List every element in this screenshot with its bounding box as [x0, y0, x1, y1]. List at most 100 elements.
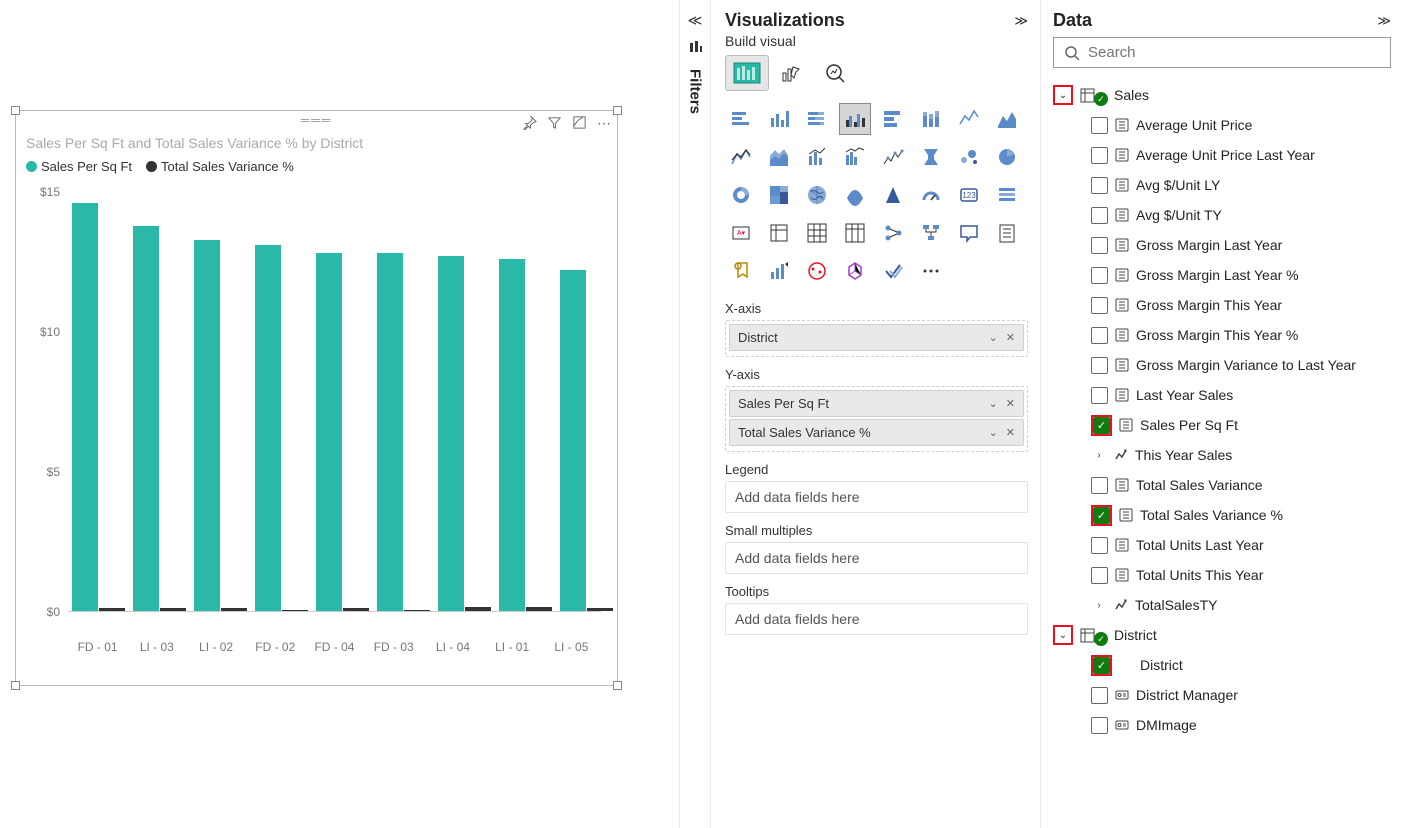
- bar-series1[interactable]: [255, 245, 281, 611]
- bar-series1[interactable]: [377, 253, 403, 611]
- resize-handle-bl[interactable]: [11, 681, 20, 690]
- well-yaxis[interactable]: Sales Per Sq Ft⌄✕Total Sales Variance %⌄…: [725, 386, 1028, 452]
- viz-type-icon[interactable]: [877, 103, 909, 135]
- field-checkbox[interactable]: [1091, 147, 1108, 164]
- viz-type-icon[interactable]: [801, 179, 833, 211]
- bar-group[interactable]: [68, 192, 129, 611]
- focus-icon[interactable]: [572, 115, 587, 132]
- field-row[interactable]: Gross Margin This Year: [1053, 290, 1391, 320]
- viz-type-icon[interactable]: [915, 103, 947, 135]
- field-row[interactable]: Avg $/Unit TY: [1053, 200, 1391, 230]
- viz-type-icon[interactable]: [763, 141, 795, 173]
- field-checkbox[interactable]: [1091, 687, 1108, 704]
- bar-group[interactable]: [129, 192, 190, 611]
- remove-icon[interactable]: ✕: [1006, 397, 1015, 410]
- field-row[interactable]: ✓ District: [1053, 650, 1391, 680]
- field-row[interactable]: › TotalSalesTY: [1053, 590, 1391, 620]
- bar-series2[interactable]: [160, 608, 186, 611]
- field-checkbox[interactable]: ✓: [1093, 507, 1110, 524]
- table-row[interactable]: ⌄ ✓ Sales: [1053, 80, 1391, 110]
- table-row[interactable]: ⌄ ✓ District: [1053, 620, 1391, 650]
- field-checkbox[interactable]: [1091, 357, 1108, 374]
- field-row[interactable]: Gross Margin Variance to Last Year: [1053, 350, 1391, 380]
- field-checkbox[interactable]: [1091, 537, 1108, 554]
- viz-type-icon[interactable]: [801, 141, 833, 173]
- bar-series1[interactable]: [133, 226, 159, 611]
- viz-type-icon[interactable]: [839, 141, 871, 173]
- viz-type-icon[interactable]: [763, 255, 795, 287]
- field-row[interactable]: Total Sales Variance: [1053, 470, 1391, 500]
- well-xaxis[interactable]: District⌄✕: [725, 320, 1028, 357]
- viz-type-icon[interactable]: [953, 103, 985, 135]
- field-checkbox[interactable]: [1091, 177, 1108, 194]
- viz-type-icon[interactable]: [915, 217, 947, 249]
- field-chip[interactable]: Total Sales Variance %⌄✕: [729, 419, 1024, 446]
- viz-type-icon[interactable]: [763, 179, 795, 211]
- bar-series1[interactable]: [560, 270, 586, 611]
- expand-icon[interactable]: ⌄: [1055, 87, 1071, 103]
- field-row[interactable]: ✓ Sales Per Sq Ft: [1053, 410, 1391, 440]
- viz-type-icon[interactable]: [915, 141, 947, 173]
- bar-series2[interactable]: [526, 607, 552, 611]
- field-row[interactable]: Total Units Last Year: [1053, 530, 1391, 560]
- collapse-right-icon[interactable]: ≫: [1014, 13, 1028, 29]
- viz-type-icon[interactable]: [877, 217, 909, 249]
- bar-series2[interactable]: [221, 608, 247, 611]
- expand-left-icon[interactable]: ≪: [688, 12, 703, 29]
- field-row[interactable]: Average Unit Price: [1053, 110, 1391, 140]
- chevron-down-icon[interactable]: ⌄: [989, 426, 998, 439]
- viz-type-icon[interactable]: [877, 179, 909, 211]
- viz-type-icon[interactable]: [877, 141, 909, 173]
- field-checkbox[interactable]: [1091, 387, 1108, 404]
- viz-type-icon[interactable]: [915, 255, 947, 287]
- expand-icon[interactable]: ›: [1091, 447, 1107, 463]
- field-row[interactable]: Gross Margin Last Year %: [1053, 260, 1391, 290]
- expand-icon[interactable]: ›: [1091, 597, 1107, 613]
- bar-series1[interactable]: [438, 256, 464, 611]
- analytics-tab[interactable]: [813, 55, 857, 91]
- field-row[interactable]: Last Year Sales: [1053, 380, 1391, 410]
- viz-type-icon[interactable]: [839, 255, 871, 287]
- viz-type-icon[interactable]: [991, 217, 1023, 249]
- resize-handle-br[interactable]: [613, 681, 622, 690]
- viz-type-icon[interactable]: [991, 141, 1023, 173]
- bar-group[interactable]: [556, 192, 617, 611]
- bar-series2[interactable]: [587, 608, 613, 611]
- build-visual-tab[interactable]: [725, 55, 769, 91]
- field-row[interactable]: Avg $/Unit LY: [1053, 170, 1391, 200]
- field-checkbox[interactable]: [1091, 237, 1108, 254]
- field-chip[interactable]: District⌄✕: [729, 324, 1024, 351]
- viz-type-icon[interactable]: 123: [953, 179, 985, 211]
- field-row[interactable]: District Manager: [1053, 680, 1391, 710]
- field-checkbox[interactable]: [1091, 267, 1108, 284]
- viz-type-icon[interactable]: [725, 179, 757, 211]
- viz-type-icon[interactable]: [763, 103, 795, 135]
- field-checkbox[interactable]: [1091, 327, 1108, 344]
- field-checkbox[interactable]: [1091, 117, 1108, 134]
- viz-type-icon[interactable]: [725, 141, 757, 173]
- well-legend[interactable]: Add data fields here: [725, 481, 1028, 513]
- field-row[interactable]: › This Year Sales: [1053, 440, 1391, 470]
- field-checkbox[interactable]: ✓: [1093, 657, 1110, 674]
- bar-group[interactable]: [190, 192, 251, 611]
- viz-type-icon[interactable]: [991, 103, 1023, 135]
- expand-icon[interactable]: ⌄: [1055, 627, 1071, 643]
- well-tooltips[interactable]: Add data fields here: [725, 603, 1028, 635]
- viz-type-icon[interactable]: [953, 217, 985, 249]
- bar-series2[interactable]: [404, 610, 430, 611]
- viz-type-icon[interactable]: [725, 103, 757, 135]
- viz-type-icon[interactable]: [991, 179, 1023, 211]
- chevron-down-icon[interactable]: ⌄: [989, 397, 998, 410]
- bar-group[interactable]: [373, 192, 434, 611]
- viz-type-icon[interactable]: [839, 179, 871, 211]
- field-checkbox[interactable]: [1091, 477, 1108, 494]
- field-row[interactable]: Gross Margin Last Year: [1053, 230, 1391, 260]
- viz-type-icon[interactable]: [725, 255, 757, 287]
- viz-type-icon[interactable]: [839, 217, 871, 249]
- field-row[interactable]: Average Unit Price Last Year: [1053, 140, 1391, 170]
- field-checkbox[interactable]: [1091, 717, 1108, 734]
- viz-type-icon[interactable]: A▾: [725, 217, 757, 249]
- more-icon[interactable]: ⋯: [597, 115, 611, 132]
- viz-type-icon[interactable]: [877, 255, 909, 287]
- viz-type-icon[interactable]: [801, 217, 833, 249]
